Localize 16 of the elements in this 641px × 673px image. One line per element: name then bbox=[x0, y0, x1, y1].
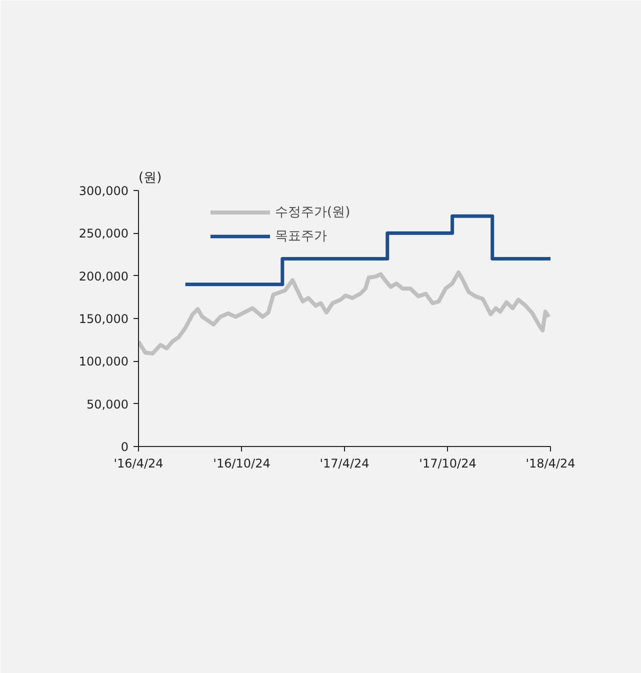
x-tick-label: '16/4/24 bbox=[114, 456, 164, 470]
x-tick-label: '17/10/24 bbox=[419, 456, 476, 470]
y-tick-label: 300,000 bbox=[78, 184, 128, 198]
y-axis-title: (원) bbox=[138, 170, 162, 186]
x-tick-label: '17/4/24 bbox=[320, 456, 370, 470]
line-series bbox=[138, 270, 550, 356]
y-tick-label: 250,000 bbox=[78, 226, 128, 241]
x-tick-label: '16/10/24 bbox=[213, 456, 270, 470]
legend-label: 수정주가(원) bbox=[275, 204, 350, 221]
y-tick-label: 0 bbox=[120, 440, 129, 454]
y-tick-label: 200,000 bbox=[78, 269, 128, 284]
x-tick-label: '18/4/24 bbox=[526, 456, 576, 470]
y-tick-label: 100,000 bbox=[78, 354, 128, 369]
legend-label: 목표주가 bbox=[275, 228, 327, 245]
y-tick-label: 150,000 bbox=[78, 312, 128, 326]
y-tick-label: 50,000 bbox=[86, 397, 129, 412]
